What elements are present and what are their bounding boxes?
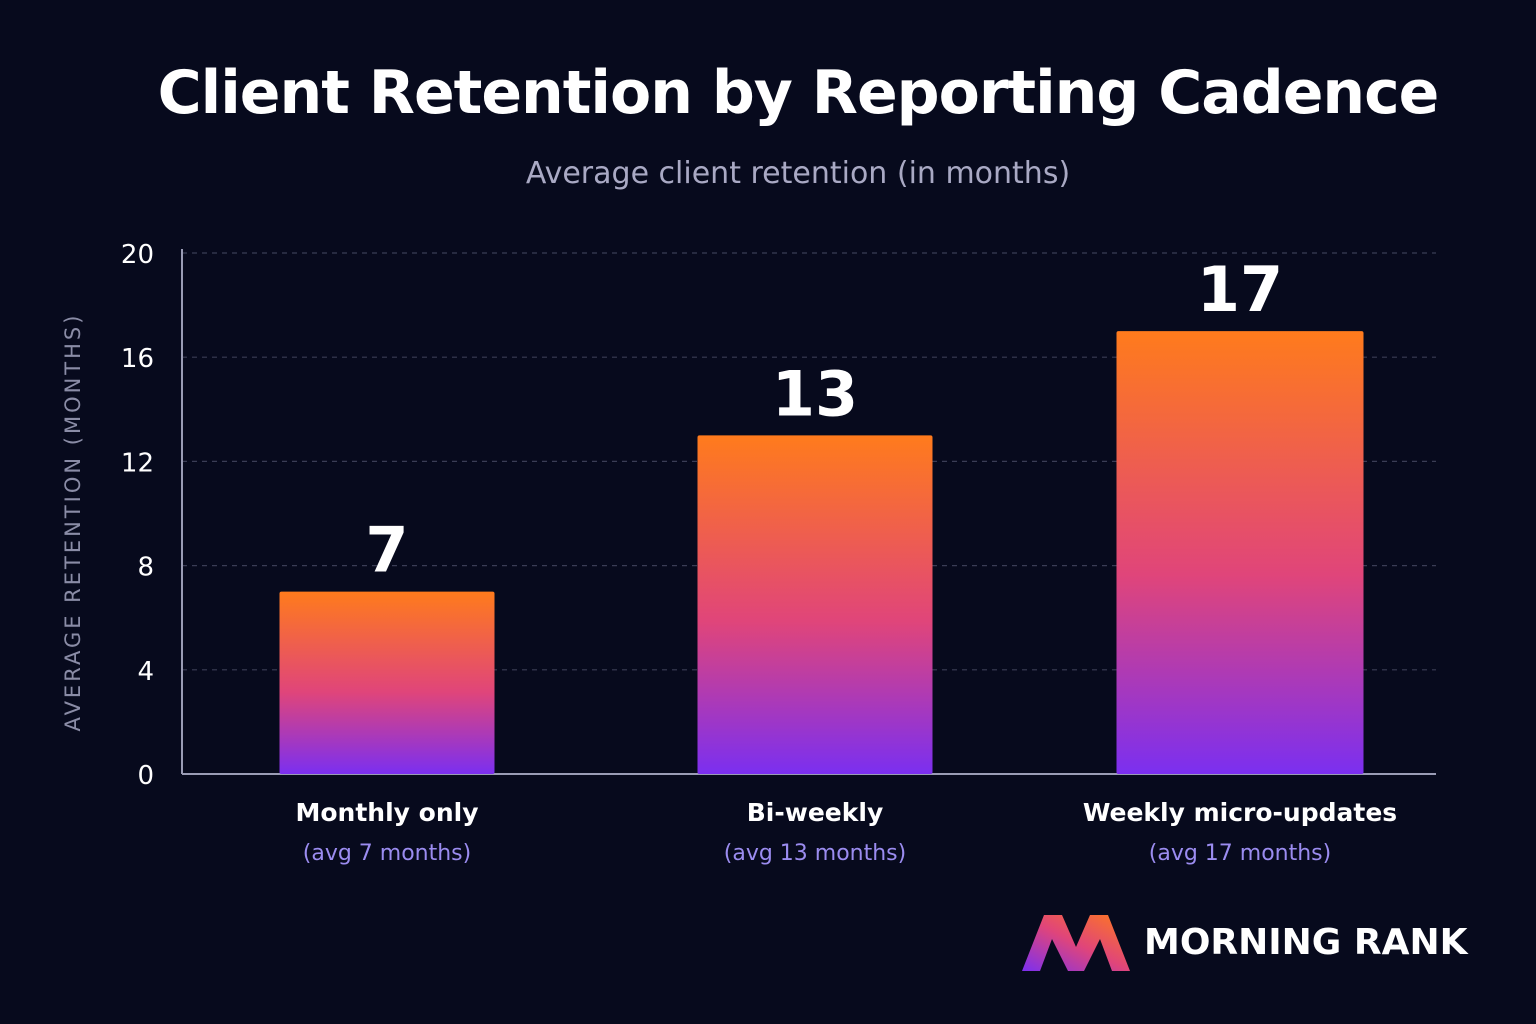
morning-rank-logo-icon: [1022, 915, 1130, 971]
bar-3: [1116, 331, 1364, 774]
bar-1: [279, 591, 495, 774]
data-label: 17: [1197, 253, 1283, 326]
y-tick-label: 8: [137, 553, 154, 583]
y-tick-label: 12: [121, 448, 154, 478]
chart-subtitle: Average client retention (in months): [525, 156, 1071, 191]
bars: [279, 331, 1364, 774]
y-tick-label: 0: [137, 761, 154, 791]
y-tick-label: 4: [137, 657, 154, 687]
x-tick-label: Bi-weekly: [747, 798, 884, 827]
x-tick-label: Monthly only: [295, 798, 478, 827]
y-axis-label: AVERAGE RETENTION (MONTHS): [61, 313, 85, 732]
x-tick-sublabel: (avg 7 months): [303, 841, 471, 866]
x-tick-sublabel: (avg 13 months): [724, 841, 906, 866]
data-label: 13: [772, 357, 858, 430]
y-tick-label: 20: [121, 240, 154, 270]
logo: MORNING RANK: [1020, 910, 1468, 974]
labels: 0 4 8 12 16 20 7 Monthly only (avg 7 months) 13 Bi…: [121, 240, 1397, 866]
y-tick-label: 16: [121, 344, 154, 374]
data-label: 7: [365, 514, 408, 587]
bar-2: [697, 435, 933, 774]
x-tick-label: Weekly micro-updates: [1083, 798, 1397, 827]
logo-text: MORNING RANK: [1144, 921, 1468, 963]
chart-title: Client Retention by Reporting Cadence: [157, 58, 1440, 128]
x-tick-sublabel: (avg 17 months): [1149, 841, 1331, 866]
